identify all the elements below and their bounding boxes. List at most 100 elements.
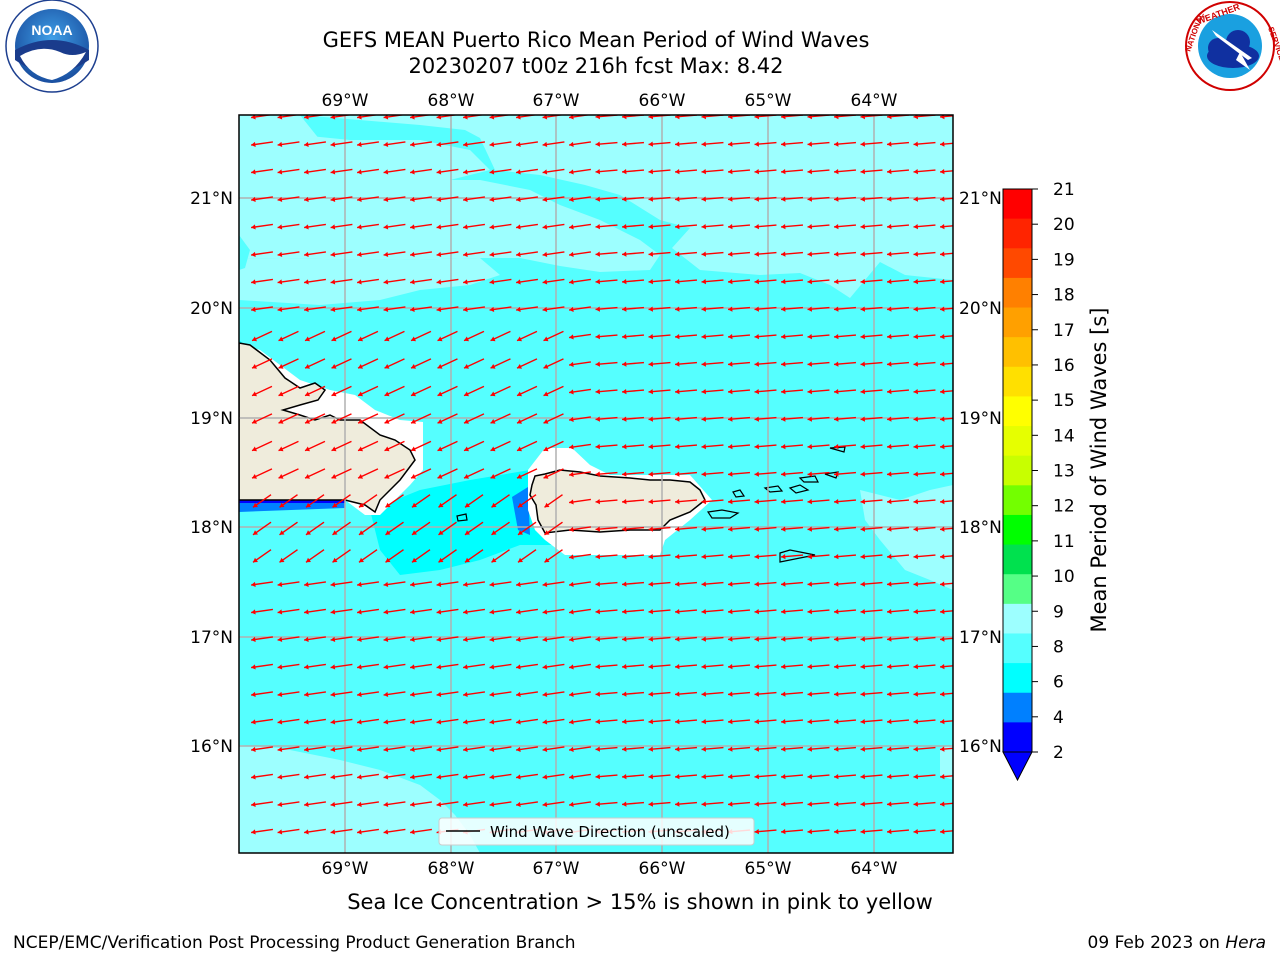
direction-arrow <box>516 385 538 397</box>
direction-arrow <box>674 361 698 367</box>
direction-arrow <box>780 306 804 312</box>
direction-arrow <box>436 115 459 120</box>
direction-arrow <box>648 773 671 780</box>
direction-arrow <box>277 718 300 725</box>
direction-arrow <box>701 306 724 312</box>
direction-arrow <box>304 440 326 452</box>
direction-arrow <box>595 278 618 285</box>
direction-arrow <box>330 773 353 780</box>
colorbar-tick-label: 14 <box>1053 426 1075 446</box>
direction-arrow <box>516 278 538 285</box>
direction-arrow <box>780 278 804 285</box>
direction-arrow <box>436 251 459 258</box>
direction-arrow <box>860 361 883 367</box>
direction-arrow <box>886 526 910 532</box>
direction-arrow <box>648 223 671 230</box>
direction-arrow <box>886 196 910 202</box>
direction-arrow <box>595 306 618 312</box>
direction-arrow <box>913 663 936 670</box>
direction-arrow <box>489 196 512 203</box>
direction-arrow <box>780 168 804 175</box>
direction-arrow <box>383 168 406 175</box>
direction-arrow <box>648 168 671 175</box>
direction-arrow <box>674 251 698 257</box>
direction-arrow <box>674 608 698 615</box>
direction-arrow <box>886 801 910 807</box>
direction-arrow <box>621 141 645 147</box>
direction-arrow <box>754 746 777 752</box>
direction-arrow <box>860 581 883 587</box>
lat-label-19n: 19°N <box>959 409 1002 429</box>
direction-arrow <box>807 443 830 450</box>
direction-arrow <box>780 443 804 450</box>
direction-arrow <box>357 773 379 780</box>
direction-arrow <box>939 168 953 175</box>
direction-arrow <box>780 196 804 202</box>
direction-arrow <box>463 278 485 285</box>
direction-arrow <box>913 636 936 642</box>
direction-arrow <box>516 663 538 670</box>
direction-arrow <box>331 440 352 452</box>
direction-arrow <box>410 636 432 643</box>
direction-arrow <box>913 498 936 505</box>
direction-arrow <box>357 330 379 342</box>
direction-arrow <box>277 608 300 615</box>
lat-label-17n: 17°N <box>190 628 233 648</box>
direction-arrow <box>648 801 671 807</box>
direction-arrow <box>807 828 830 835</box>
direction-arrow <box>437 330 458 342</box>
direction-arrow <box>410 718 432 725</box>
direction-arrow <box>833 718 857 725</box>
direction-arrow <box>410 663 432 670</box>
direction-arrow <box>277 663 300 670</box>
direction-arrow <box>754 636 777 642</box>
direction-arrow <box>569 526 591 533</box>
direction-arrow <box>569 581 591 588</box>
direction-arrow <box>304 115 326 120</box>
direction-arrow <box>727 471 751 477</box>
direction-arrow <box>516 773 538 780</box>
direction-arrow <box>385 494 404 508</box>
direction-arrow <box>727 196 751 202</box>
direction-arrow <box>251 141 273 148</box>
direction-arrow <box>278 440 299 452</box>
lat-label-16n: 16°N <box>190 737 233 757</box>
direction-arrow <box>621 306 645 312</box>
direction-arrow <box>330 608 353 615</box>
direction-arrow <box>410 801 432 808</box>
direction-arrow <box>807 168 830 175</box>
direction-arrow <box>701 498 724 505</box>
direction-arrow <box>621 361 645 367</box>
direction-arrow <box>595 361 618 367</box>
direction-arrow <box>701 691 724 697</box>
direction-arrow <box>383 828 406 835</box>
direction-arrow <box>304 251 326 258</box>
colorbar-segment <box>1003 514 1032 546</box>
direction-arrow <box>674 443 698 450</box>
direction-arrow <box>436 306 459 313</box>
direction-arrow <box>886 333 910 340</box>
direction-arrow <box>569 801 591 808</box>
direction-arrow <box>886 361 910 367</box>
direction-arrow <box>278 468 299 479</box>
lon-label-67w: 67°W <box>533 91 580 111</box>
direction-arrow <box>886 498 910 505</box>
direction-arrow <box>754 223 777 230</box>
direction-arrow <box>913 361 936 367</box>
direction-arrow <box>569 168 591 175</box>
direction-arrow <box>410 141 432 148</box>
direction-arrow <box>383 801 406 808</box>
direction-arrow <box>780 333 804 340</box>
lat-label-19n: 19°N <box>190 409 233 429</box>
direction-arrow <box>648 553 671 560</box>
direction-arrow <box>939 141 953 147</box>
direction-arrow <box>939 306 953 312</box>
direction-arrow <box>780 801 804 807</box>
direction-arrow <box>595 691 618 697</box>
lat-label-16n: 16°N <box>959 737 1002 757</box>
direction-arrow <box>463 413 485 424</box>
direction-arrow <box>516 306 538 313</box>
direction-arrow <box>491 521 510 536</box>
direction-arrow <box>807 223 830 230</box>
direction-arrow <box>278 358 299 369</box>
